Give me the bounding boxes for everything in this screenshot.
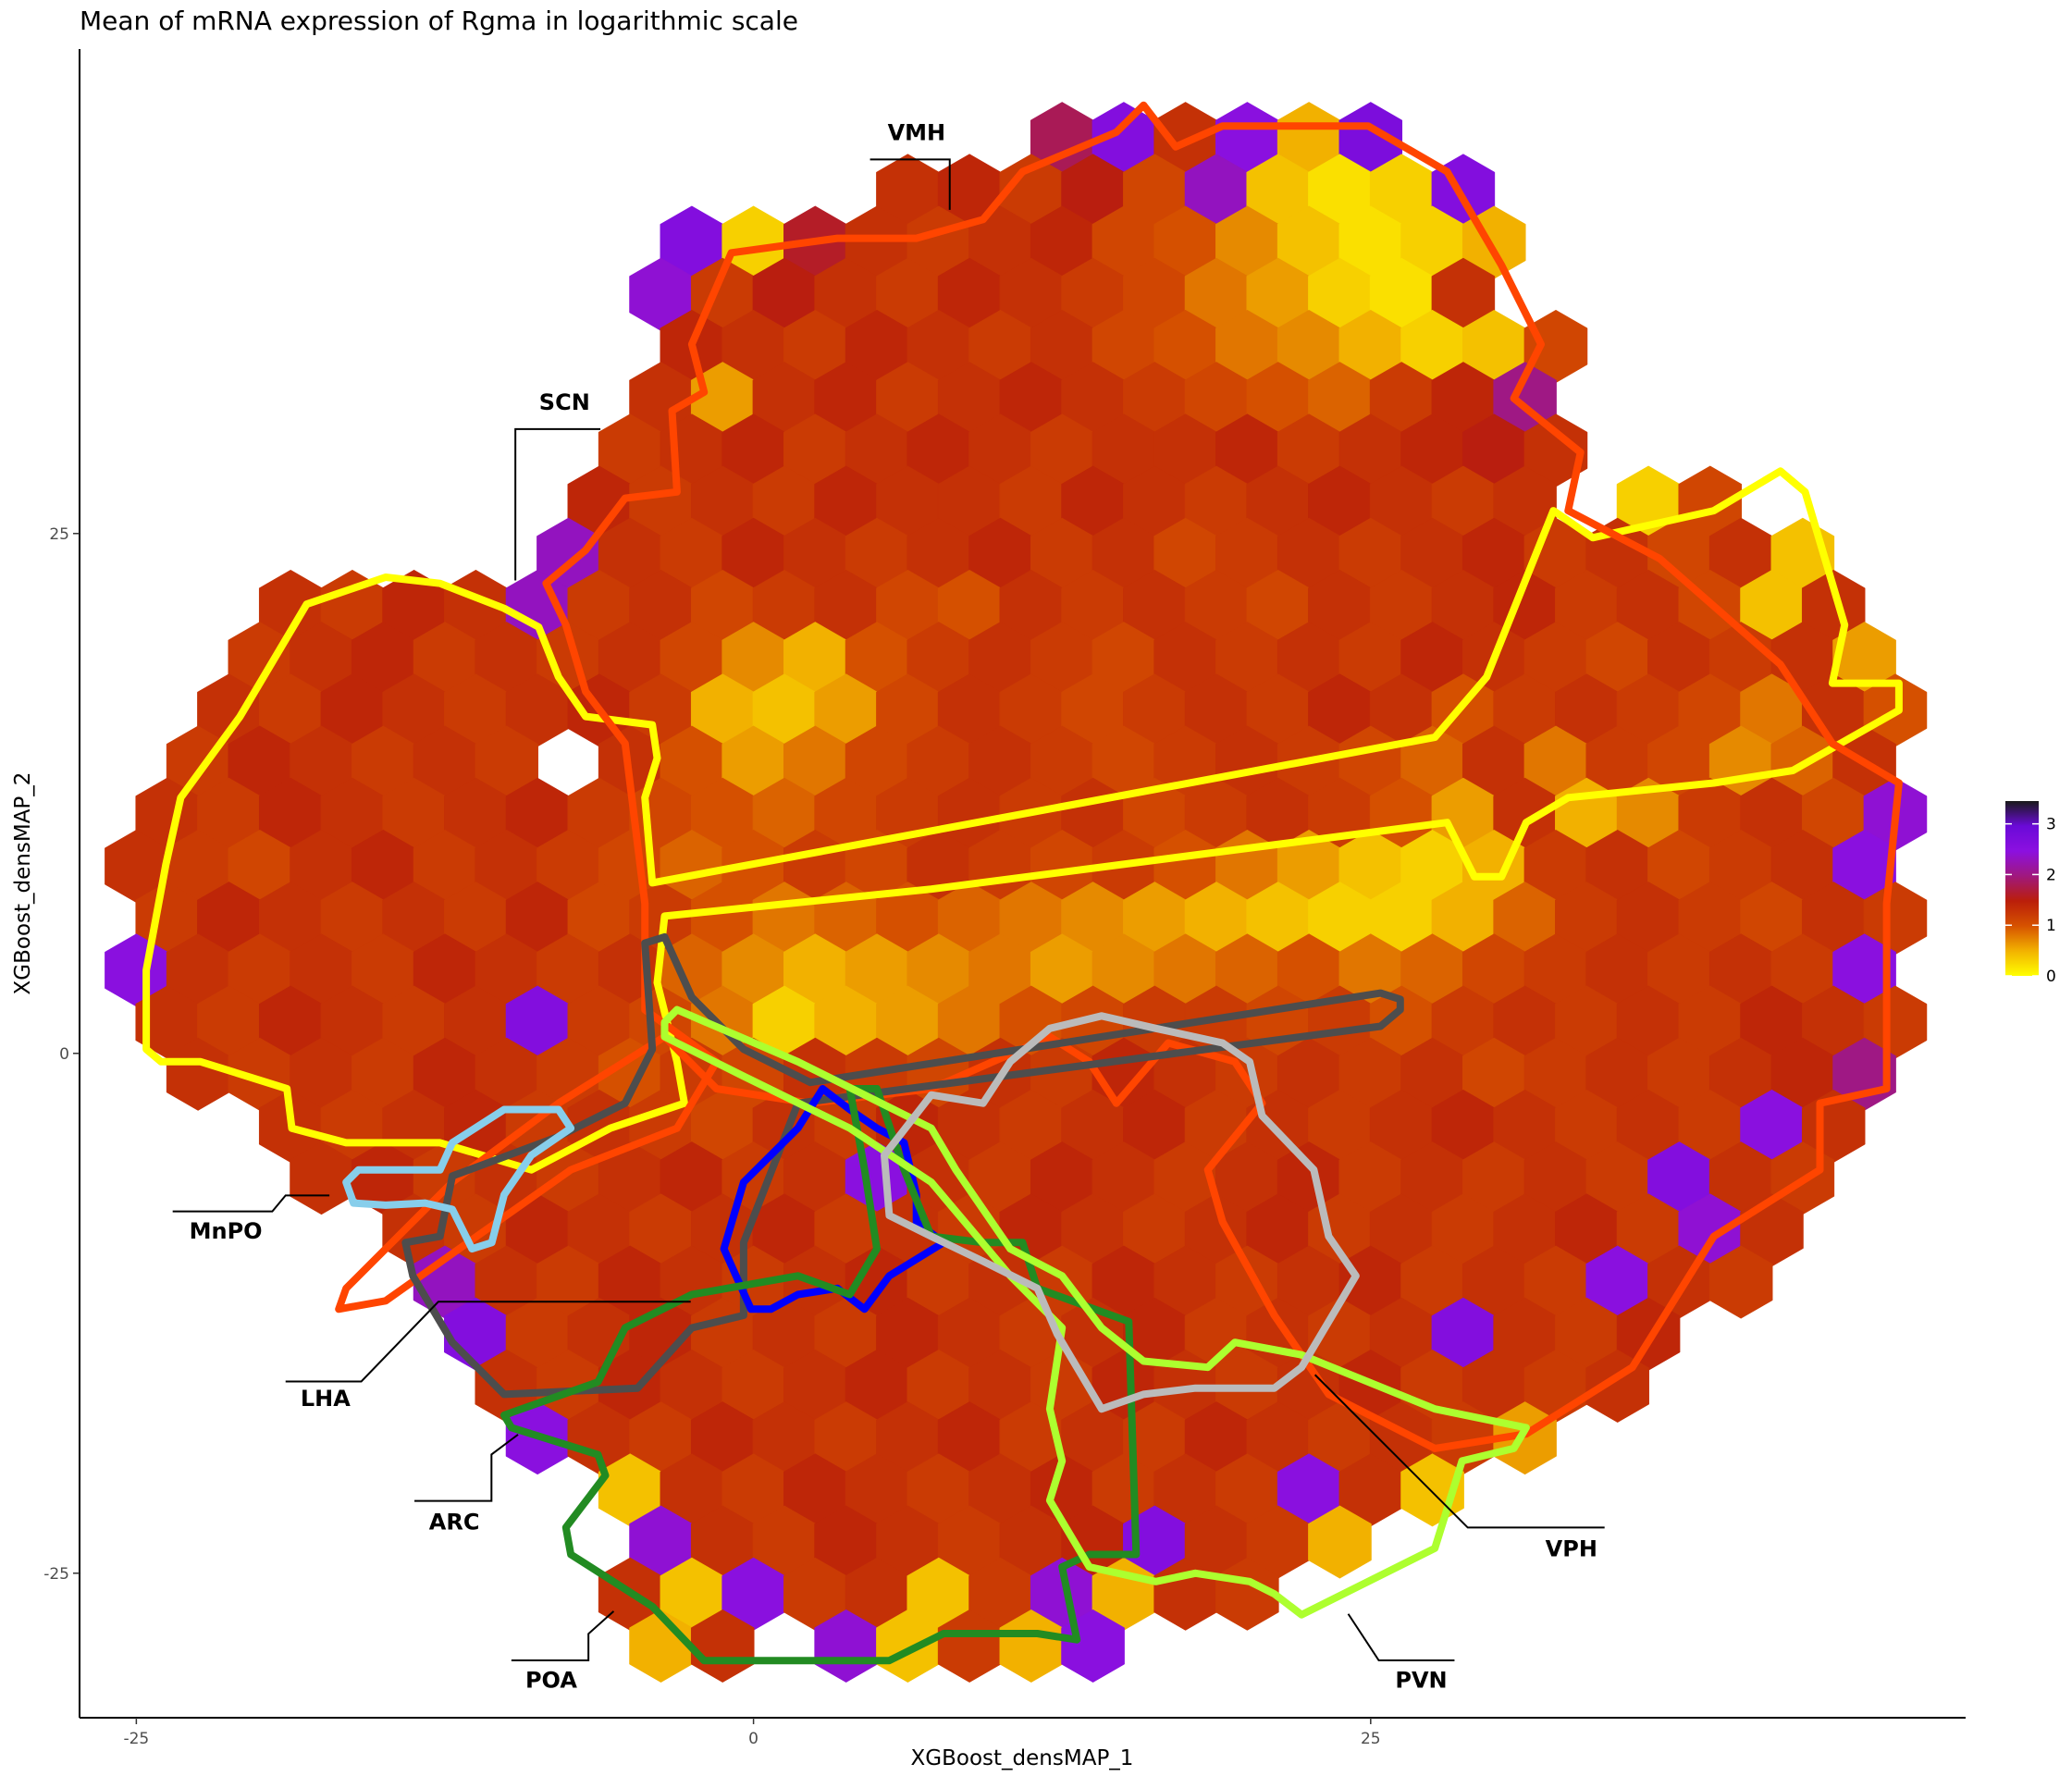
axes: -25 0 25 -25 0 25 — [43, 49, 1966, 1748]
hex-cell — [1308, 1505, 1372, 1579]
y-tick-label: 0 — [59, 1045, 69, 1064]
colorbar-tick-label: 0 — [2046, 968, 2056, 986]
region-label: POA — [525, 1668, 577, 1694]
leader-line — [172, 1194, 330, 1213]
colorbar-tick-label: 3 — [2046, 816, 2056, 834]
region-label: ARC — [429, 1510, 480, 1536]
region-label: VPH — [1546, 1536, 1597, 1561]
region-outline — [335, 101, 1903, 1452]
region-label: PVN — [1395, 1668, 1447, 1694]
colorbar — [2005, 801, 2039, 976]
x-axis-label: XGBoost_densMAP_1 — [911, 1746, 1134, 1770]
x-tick-label: 0 — [748, 1730, 758, 1748]
y-axis-label: XGBoost_densMAP_2 — [11, 772, 35, 995]
leader-line — [870, 158, 951, 210]
y-tick-label: 25 — [49, 525, 69, 544]
colorbar-tick-label: 1 — [2046, 917, 2056, 935]
hex-cell — [1708, 1245, 1773, 1319]
region-label: SCN — [539, 389, 590, 415]
leader-line — [514, 427, 601, 581]
leader-line — [285, 1301, 691, 1383]
colorbar-tick-label: 2 — [2046, 866, 2056, 884]
region-outline — [142, 467, 1903, 1174]
chart-title: Mean of mRNA expression of Rgma in logar… — [80, 6, 798, 36]
region-label: LHA — [301, 1386, 351, 1412]
leader-line — [1314, 1374, 1605, 1529]
leader-line — [414, 1434, 519, 1502]
y-tick-label: -25 — [43, 1565, 69, 1584]
region-outline — [500, 1085, 1141, 1665]
leader-line — [1347, 1613, 1455, 1661]
region-outline — [342, 1105, 575, 1253]
region-label: VMH — [888, 120, 946, 146]
region-layer — [142, 101, 1903, 1665]
x-tick-label: -25 — [123, 1730, 149, 1748]
x-tick-label: 25 — [1361, 1730, 1381, 1748]
leader-line — [511, 1610, 615, 1661]
region-label: MnPO — [190, 1218, 263, 1244]
region-outline — [881, 1012, 1360, 1413]
region-outline — [660, 1005, 1530, 1619]
